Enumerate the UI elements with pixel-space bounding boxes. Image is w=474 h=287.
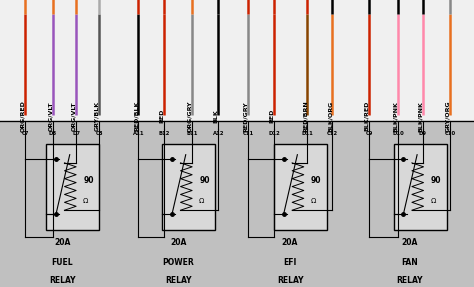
Text: RED/BRN: RED/BRN	[302, 100, 308, 132]
Text: RELAY: RELAY	[277, 276, 303, 284]
Text: Ω: Ω	[83, 198, 89, 204]
Text: RELAY: RELAY	[397, 276, 423, 284]
Text: Ω: Ω	[430, 198, 436, 204]
Text: RED/GRY: RED/GRY	[243, 101, 248, 132]
Text: C10: C10	[445, 131, 456, 135]
Text: ORG/VLT: ORG/VLT	[48, 102, 53, 131]
FancyBboxPatch shape	[274, 144, 327, 230]
Text: BLK/RED: BLK/RED	[364, 101, 369, 131]
Text: FUEL: FUEL	[52, 258, 73, 267]
Text: C7: C7	[21, 131, 28, 135]
Text: ORG/GRY: ORG/GRY	[187, 100, 192, 132]
Text: EFI: EFI	[283, 258, 297, 267]
Bar	[0, 121, 474, 287]
Text: ORG/RED: ORG/RED	[20, 100, 25, 132]
Text: 20A: 20A	[54, 238, 71, 247]
Bar	[0, 0, 474, 121]
Text: C9: C9	[365, 131, 373, 135]
FancyBboxPatch shape	[46, 144, 100, 230]
Text: D8: D8	[49, 131, 57, 135]
Text: D9: D9	[419, 131, 427, 135]
Text: 90: 90	[199, 176, 210, 185]
Text: RED: RED	[269, 109, 274, 123]
Text: RED: RED	[159, 109, 164, 123]
Text: GRY/BLK: GRY/BLK	[94, 101, 99, 131]
Text: GRY/ORG: GRY/ORG	[445, 100, 450, 132]
Text: RELAY: RELAY	[49, 276, 76, 284]
Text: Ω: Ω	[199, 198, 204, 204]
Text: D12: D12	[269, 131, 280, 135]
Text: 20A: 20A	[282, 238, 298, 247]
Text: C11: C11	[243, 131, 254, 135]
Text: BLK/PNK: BLK/PNK	[393, 101, 398, 132]
Text: 90: 90	[83, 176, 94, 185]
Text: 20A: 20A	[170, 238, 187, 247]
Text: B11: B11	[186, 131, 198, 135]
Text: D7: D7	[72, 131, 80, 135]
Text: D10: D10	[392, 131, 404, 135]
Text: Ω: Ω	[311, 198, 316, 204]
Text: C12: C12	[327, 131, 338, 135]
Text: POWER: POWER	[163, 258, 194, 267]
Text: 90: 90	[311, 176, 321, 185]
Text: ORG/VLT: ORG/VLT	[71, 102, 76, 131]
Text: RED/BLK: RED/BLK	[134, 101, 138, 131]
Text: 20A: 20A	[401, 238, 418, 247]
Text: BLK/ORG: BLK/ORG	[328, 101, 332, 132]
Text: FAN: FAN	[401, 258, 418, 267]
FancyBboxPatch shape	[394, 144, 447, 230]
Text: BLK/PNK: BLK/PNK	[418, 101, 423, 132]
Text: B12: B12	[158, 131, 170, 135]
Text: A12: A12	[212, 131, 224, 135]
Text: A11: A11	[133, 131, 144, 135]
Text: C8: C8	[95, 131, 103, 135]
Text: RELAY: RELAY	[165, 276, 191, 284]
FancyBboxPatch shape	[163, 144, 216, 230]
Text: D11: D11	[301, 131, 313, 135]
Text: BLK: BLK	[213, 109, 219, 123]
Text: 90: 90	[430, 176, 441, 185]
